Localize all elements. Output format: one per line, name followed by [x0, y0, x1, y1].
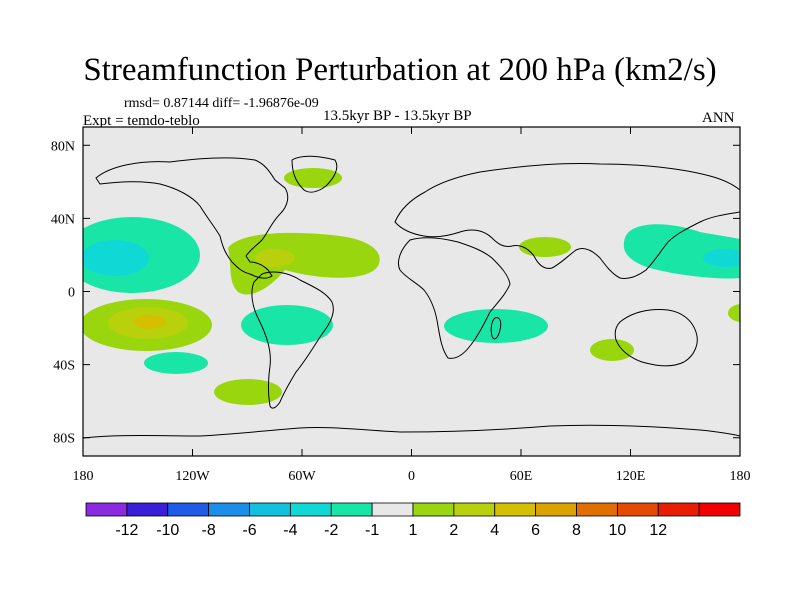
map-background [83, 127, 740, 456]
lon-tick-label: 180 [730, 469, 751, 484]
colorbar-swatch [330, 502, 373, 517]
lat-tick-label: 0 [68, 286, 75, 301]
colorbar-label: -8 [202, 522, 216, 539]
colorbar-label: -12 [115, 522, 138, 539]
period-label: 13.5kyr BP - 13.5kyr BP [323, 108, 472, 124]
lon-tick-label: 120E [616, 469, 646, 484]
anomaly-caribbean-core [255, 249, 295, 267]
colorbar-swatch [289, 502, 332, 517]
colorbar-swatch [616, 502, 659, 517]
lat-tick-label: 40S [53, 359, 75, 374]
coastlines [83, 155, 740, 439]
colorbar-swatch [657, 502, 700, 517]
colorbar-label: -2 [324, 522, 338, 539]
lon-tick-label: 0 [408, 469, 415, 484]
stats-text: rmsd= 0.87144 diff= -1.96876e-09 [124, 96, 319, 111]
colorbar-swatch [126, 502, 169, 517]
longitude-ticks: 180 120W 60W 0 60E 120E 180 [73, 127, 751, 484]
colorbar-swatch [167, 502, 210, 517]
anomaly-north-pacific-core [83, 240, 149, 276]
coastline-australia [614, 309, 698, 367]
coastline-madagascar [490, 317, 502, 340]
experiment-label: Expt = temdo-teblo [83, 113, 200, 129]
colorbar-swatch [453, 502, 496, 517]
plot-title: Streamfunction Perturbation at 200 hPa (… [83, 52, 717, 88]
colorbar-label: 4 [490, 522, 499, 539]
colorbar-swatch [208, 502, 250, 517]
colorbar-swatch [249, 502, 291, 517]
colorbar-label: 12 [649, 522, 667, 539]
anomaly-west-north-pacific [623, 224, 740, 279]
anomaly-sw-pacific [728, 304, 740, 322]
coastline-eurasia [394, 162, 740, 279]
colorbar-label: -4 [283, 522, 297, 539]
lon-tick-label: 180 [73, 469, 94, 484]
colorbar-label: -10 [156, 522, 179, 539]
anomaly-caribbean [228, 232, 380, 295]
anomaly-india [519, 237, 571, 257]
lon-tick-label: 60E [510, 469, 533, 484]
coastline-greenland [291, 155, 338, 193]
anomaly-south-pacific-midlat [144, 352, 208, 374]
colorbar-label: 10 [608, 522, 626, 539]
lon-tick-label: 60W [288, 469, 316, 484]
colorbar-label: 6 [531, 522, 540, 539]
season-label: ANN [702, 110, 735, 126]
anomaly-west-north-pacific-core [703, 249, 740, 267]
lon-tick-label: 120W [175, 469, 210, 484]
coastline-south-america [251, 271, 334, 409]
latitude-ticks: 80N 40N 0 40S 80S [51, 139, 740, 447]
anomaly-southeast-pacific [241, 305, 333, 345]
colorbar-swatch [576, 502, 618, 517]
anomaly-fields [83, 168, 740, 405]
coastline-africa [397, 237, 511, 359]
colorbar: -12 -10 -8 -6 -4 -2 -1 1 2 4 6 8 10 12 [85, 502, 741, 539]
coastline-north-america [95, 157, 289, 279]
colorbar-swatch [698, 502, 741, 517]
colorbar-swatch [494, 502, 537, 517]
colorbar-swatch [535, 502, 577, 517]
anomaly-patagonia [214, 379, 282, 405]
anomaly-sw-indian-ocean [444, 309, 548, 343]
anomaly-south-pacific-core [134, 315, 166, 329]
colorbar-swatch [412, 502, 455, 517]
colorbar-swatch [371, 502, 414, 517]
colorbar-label: 1 [409, 522, 418, 539]
anomaly-west-australia [590, 339, 634, 361]
colorbar-label: 8 [572, 522, 581, 539]
lat-tick-label: 40N [51, 212, 75, 227]
lat-tick-label: 80N [51, 139, 75, 154]
colorbar-label: -1 [365, 522, 379, 539]
colorbar-swatch [85, 502, 128, 517]
colorbar-label: 2 [449, 522, 458, 539]
coastline-antarctica [83, 424, 740, 439]
lat-tick-label: 80S [53, 432, 75, 447]
colorbar-label: -6 [242, 522, 256, 539]
